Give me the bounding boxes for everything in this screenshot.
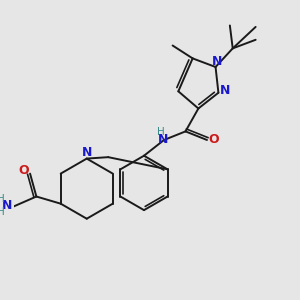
Text: O: O — [19, 164, 29, 177]
Text: N: N — [212, 55, 222, 68]
Text: H: H — [0, 207, 4, 217]
Text: H: H — [0, 194, 4, 204]
Text: O: O — [208, 133, 219, 146]
Text: N: N — [158, 133, 169, 146]
Text: N: N — [220, 84, 230, 97]
Text: N: N — [82, 146, 92, 159]
Text: N: N — [2, 199, 12, 212]
Text: H: H — [157, 127, 165, 137]
